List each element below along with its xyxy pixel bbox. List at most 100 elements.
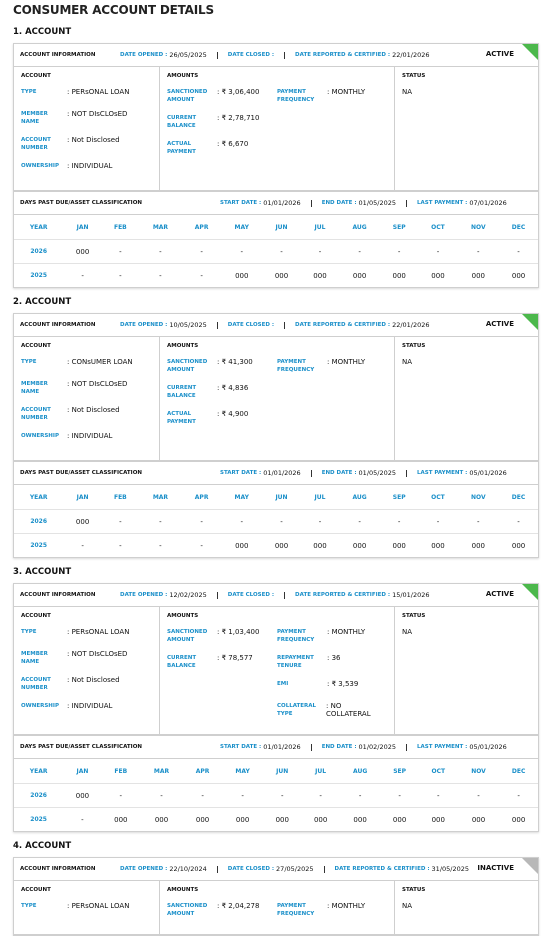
field-value: : ₹ 3,539 xyxy=(327,680,359,688)
section-title: AMOUNTS xyxy=(167,613,199,619)
account-heading: 1. ACCOUNT xyxy=(13,27,72,37)
separator xyxy=(284,51,286,59)
field-row: ACCOUNT NUMBER: Not Disclosed xyxy=(21,136,152,152)
field-value: : INDIVIDUAL xyxy=(67,702,113,710)
field-row: REPAYMENT TENURE: 36 xyxy=(277,654,387,670)
column-header: OCT xyxy=(418,485,458,510)
table-row: 2025 - - - - 000 000 000 000 000 000 000 000 xyxy=(14,534,538,558)
table-cell: - xyxy=(339,239,380,264)
field-value: : ₹ 3,06,400 xyxy=(217,88,260,96)
field-row: ACTUAL PAYMENT : ₹ 6,670 xyxy=(167,140,277,156)
field-label: SANCTIONED AMOUNT xyxy=(167,359,208,373)
separator xyxy=(310,743,312,751)
status-badge: INACTIVE xyxy=(477,864,514,872)
table-cell: 2026 xyxy=(14,783,64,808)
field-label: DATE CLOSED : xyxy=(227,866,275,872)
field-value: : NOT DIsCLOsED xyxy=(67,110,128,118)
column-header: NOV xyxy=(457,759,500,784)
field-label: TYPE xyxy=(21,629,37,635)
field-label: MEMBER NAME xyxy=(21,111,48,125)
section-title: STATUS xyxy=(402,613,426,619)
account-column: ACCOUNT TYPE: PERsONAL LOAN MEMBER NAME: N… xyxy=(14,67,159,190)
section-title: AMOUNTS xyxy=(167,887,199,893)
field-row: EMI: ₹ 3,539 xyxy=(277,680,387,692)
field-value: 07/01/2026 xyxy=(469,199,507,207)
field-value: : Not Disclosed xyxy=(67,406,120,414)
dpd-bar: DAYS PAST DUE/ASSET CLASSIFICATION START … xyxy=(14,191,538,215)
dpd-title: DAYS PAST DUE/ASSET CLASSIFICATION xyxy=(20,470,142,476)
field-label: OWNERSHIP xyxy=(21,703,59,709)
separator xyxy=(284,321,286,329)
table-cell: 000 xyxy=(471,271,485,280)
field-label: ACTUAL PAYMENT xyxy=(167,411,196,425)
field-label: SANCTIONED AMOUNT xyxy=(167,903,208,917)
field-label: START DATE : xyxy=(220,200,262,206)
table-row: 2025 - - - - 000 000 000 000 000 000 000 000 xyxy=(14,264,538,288)
section-title: AMOUNTS xyxy=(167,343,199,349)
amounts-column: AMOUNTS SANCTIONED AMOUNT: ₹ 3,06,400 CURR… xyxy=(159,67,394,190)
field-value: : INDIVIDUAL xyxy=(67,432,113,440)
separator xyxy=(310,469,312,477)
table-cell: - xyxy=(221,509,263,534)
separator xyxy=(284,591,286,599)
field-label: END DATE : xyxy=(321,470,357,476)
field-value: : ₹ 78,577 xyxy=(217,654,253,662)
field-label: TYPE xyxy=(21,359,37,365)
table-cell: - xyxy=(380,783,419,808)
column-header: MAR xyxy=(138,485,182,510)
column-header: JAN xyxy=(63,485,102,510)
field-label: ACTUAL PAYMENT xyxy=(167,141,196,155)
info-field: DATE OPENED :10/05/2025 xyxy=(120,321,207,329)
amounts-grid: SANCTIONED AMOUNT: ₹ 41,300 CURRENT BALAN… xyxy=(167,358,387,436)
dpd-field: END DATE :01/05/2025 xyxy=(322,199,396,207)
account-heading: 2. ACCOUNT xyxy=(13,297,72,307)
dpd-field: LAST PAYMENT :05/01/2026 xyxy=(417,743,507,751)
table-cell: 000 xyxy=(275,815,289,824)
field-label: END DATE : xyxy=(321,200,357,206)
amounts-sub: SANCTIONED AMOUNT: ₹ 3,06,400 CURRENT BAL… xyxy=(167,88,277,166)
field-label: OWNERSHIP xyxy=(21,163,59,169)
section-title: ACCOUNT xyxy=(21,73,51,79)
dpd-bar: DAYS PAST DUE/ASSET CLASSIFICATION START … xyxy=(14,735,538,759)
sections: ACCOUNT TYPE: CONsUMER LOAN MEMBER NAME: N… xyxy=(14,337,538,461)
field-row: MEMBER NAME: NOT DIsCLOsED xyxy=(21,380,152,396)
table-cell: - xyxy=(457,783,500,808)
badge-corner xyxy=(522,858,538,874)
field-label: PAYMENT FREQUENCY xyxy=(277,903,315,917)
table-cell: - xyxy=(138,239,182,264)
amounts-sub: SANCTIONED AMOUNT: ₹ 1,03,400 CURRENT BAL… xyxy=(167,628,277,728)
column-header: DEC xyxy=(499,215,538,240)
table-cell: 000 xyxy=(235,541,249,550)
section-title: STATUS xyxy=(402,887,426,893)
column-header: NOV xyxy=(457,215,500,240)
column-header: MAR xyxy=(138,215,182,240)
table-cell: 000 xyxy=(392,815,407,824)
table-header: YEAR JAN FEB MAR APR MAY JUN JUL AUG SEP OCT NOV DEC xyxy=(14,215,538,240)
info-field: DATE OPENED :12/02/2025 xyxy=(120,591,207,599)
table-cell: - xyxy=(81,541,84,550)
table-cell: 000 xyxy=(471,541,485,550)
table-cell: - xyxy=(81,271,84,280)
separator xyxy=(310,199,312,207)
account-column: ACCOUNT TYPE: PERsONAL LOAN xyxy=(14,881,159,934)
separator xyxy=(406,743,408,751)
info-title: ACCOUNT INFORMATION xyxy=(20,592,96,598)
table-cell: - xyxy=(301,783,340,808)
field-label: DATE REPORTED & CERTIFIED : xyxy=(295,322,391,328)
field-label: COLLATERAL TYPE xyxy=(277,703,317,717)
field-label: MEMBER NAME xyxy=(21,651,48,665)
field-value: : ₹ 6,670 xyxy=(217,140,249,148)
field-value: : ₹ 4,836 xyxy=(217,384,249,392)
table-cell: - xyxy=(101,509,139,534)
field-label: TYPE xyxy=(21,903,37,909)
status-value: NA xyxy=(402,88,413,96)
field-value: : ₹ 2,04,278 xyxy=(217,902,260,910)
info-field: DATE CLOSED : xyxy=(228,322,274,328)
info-bar: ACCOUNT INFORMATION DATE OPENED :26/05/20… xyxy=(14,44,538,67)
field-row: CURRENT BALANCE : ₹ 78,577 xyxy=(167,654,277,670)
separator xyxy=(406,199,408,207)
field-label: CURRENT BALANCE xyxy=(167,655,197,669)
amounts-sub: SANCTIONED AMOUNT : ₹ 2,04,278 xyxy=(167,902,277,928)
table-cell: - xyxy=(101,783,140,808)
table-cell: 000 xyxy=(313,271,327,280)
